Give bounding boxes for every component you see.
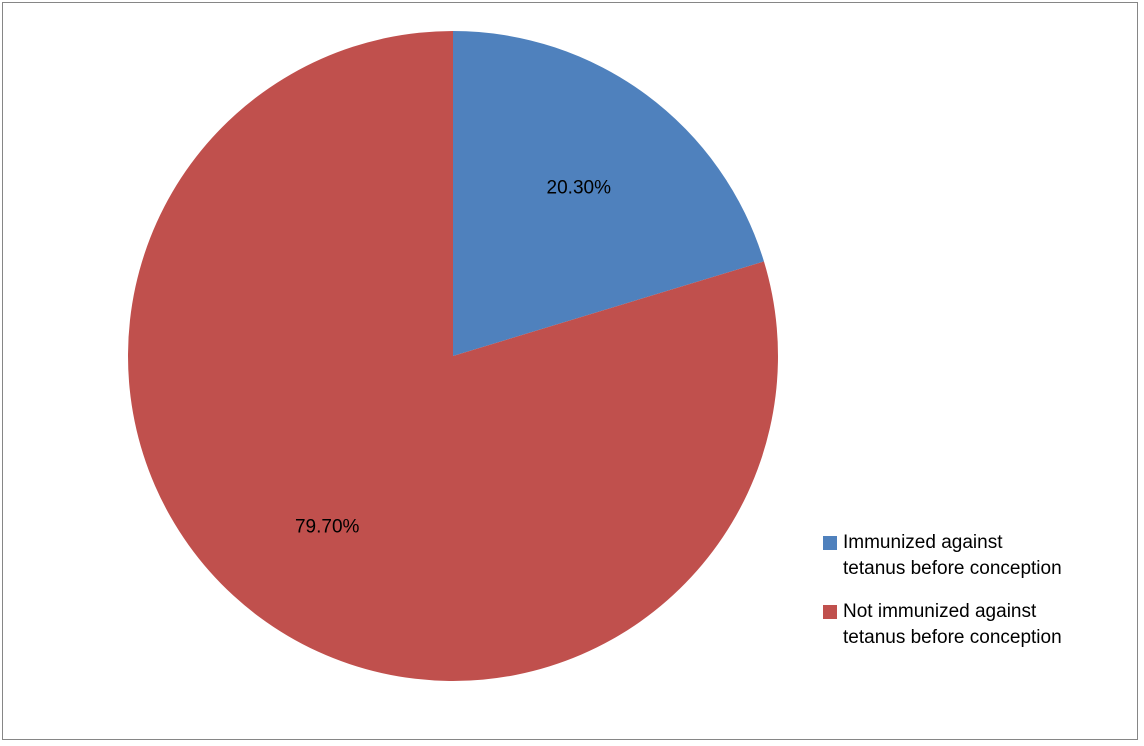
data-label-immunized: 20.30% [547, 177, 612, 198]
legend-item-immunized: Immunized against tetanus before concept… [823, 530, 1123, 582]
legend-swatch-not-immunized [823, 605, 837, 619]
legend-label-immunized: Immunized against tetanus before concept… [843, 532, 1062, 579]
pie-data-labels: 20.30% 79.70% [295, 177, 611, 537]
legend: Immunized against tetanus before concept… [823, 530, 1123, 668]
legend-swatch-immunized [823, 536, 837, 550]
legend-label-not-immunized: Not immunized against tetanus before con… [843, 601, 1062, 648]
data-label-not-immunized: 79.70% [295, 517, 360, 538]
pie-slice-not-immunized [127, 31, 779, 681]
pie-slices [127, 31, 779, 681]
pie-slice-immunized [453, 31, 764, 356]
legend-item-not-immunized: Not immunized against tetanus before con… [823, 599, 1123, 651]
